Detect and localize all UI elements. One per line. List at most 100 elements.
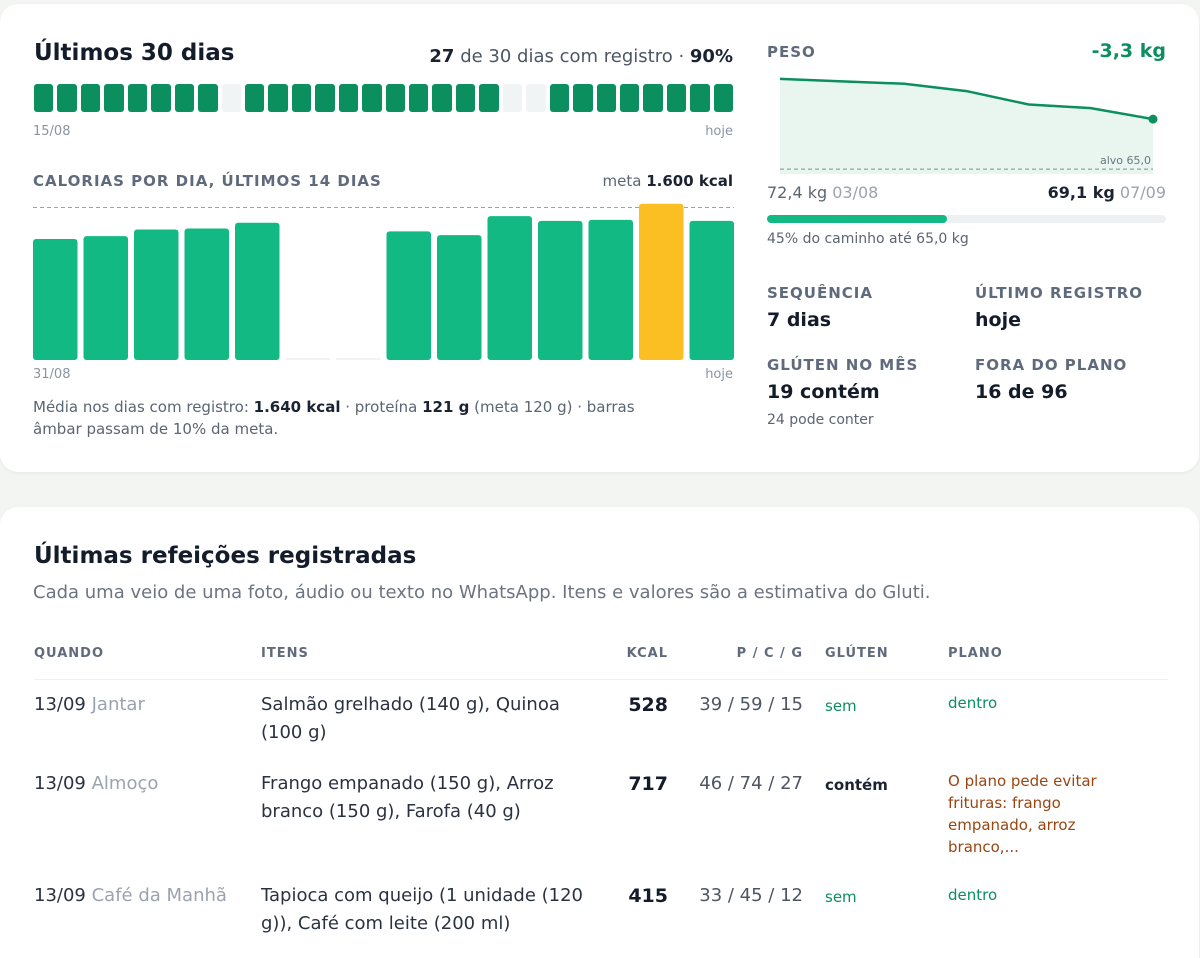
- meal-plan: O plano pede evitar frituras: frango emp…: [948, 772, 1097, 856]
- weight-line-chart: alvo 65,0: [780, 77, 1158, 174]
- calorie-bar: [386, 231, 431, 360]
- streak-day-logged: [362, 84, 382, 112]
- summary-kcal: 1.640 kcal: [253, 398, 341, 416]
- streak-day-logged: [690, 84, 710, 112]
- meals-title: Últimas refeições registradas: [34, 543, 417, 569]
- streak-day-logged: [713, 84, 734, 112]
- streak-calendar: [34, 84, 734, 112]
- calorie-bar: [184, 228, 229, 360]
- col-pcg: P / C / G: [736, 646, 803, 661]
- streak-day-missed: [221, 84, 241, 112]
- streak-day-logged: [291, 84, 312, 112]
- streak-day-logged: [619, 84, 640, 112]
- calorie-bar: [83, 236, 128, 360]
- off-plan-value: 16 de 96: [975, 381, 1068, 403]
- meal-date: 13/09: [34, 694, 86, 715]
- meal-kcal: 717: [628, 773, 668, 795]
- summary-protein: 121 g: [422, 398, 470, 416]
- goal-value: 1.600 kcal: [646, 172, 733, 190]
- weight-progress-text: 45% do caminho até 65,0 kg: [767, 231, 969, 247]
- weight-end-value: 69,1 kg: [1047, 183, 1115, 202]
- weight-title: PESO: [767, 43, 816, 61]
- streak-day-logged: [643, 84, 663, 112]
- meal-items: Tapioca com queijo (1 unidade (120 g)), …: [261, 885, 584, 934]
- streak-day-logged: [455, 84, 476, 112]
- meal-type: Almoço: [91, 773, 159, 794]
- streak-day-logged: [385, 84, 405, 112]
- streak-day-logged: [57, 84, 77, 112]
- off-plan-label: FORA DO PLANO: [975, 356, 1128, 374]
- col-items: ITENS: [261, 646, 309, 661]
- streak-day-logged: [338, 84, 359, 112]
- meal-when: 13/09 Jantar: [34, 691, 145, 719]
- calories-bar-chart: [33, 203, 734, 360]
- calorie-bar: [689, 220, 734, 360]
- calorie-bar-empty: [336, 358, 381, 360]
- streak-day-logged: [127, 84, 148, 112]
- last-record-value: hoje: [975, 309, 1021, 331]
- logged-suffix: de 30 dias com registro ·: [460, 46, 685, 67]
- meal-type: Jantar: [91, 694, 145, 715]
- meal-type: Café da Manhã: [91, 885, 227, 906]
- streak-end-label: hoje: [705, 124, 733, 139]
- last-record-label: ÚLTIMO REGISTRO: [975, 284, 1143, 302]
- col-gluten: GLÚTEN: [825, 646, 889, 661]
- meal-plan: dentro: [948, 886, 998, 904]
- streak-start-label: 15/08: [33, 124, 71, 139]
- streak-stat-label: SEQUÊNCIA: [767, 284, 873, 302]
- summary-suffix: (meta 120 g) · barras: [474, 398, 635, 416]
- col-when: QUANDO: [34, 646, 104, 661]
- meal-macros: 39 / 59 / 15: [699, 694, 803, 715]
- streak-day-logged: [268, 84, 288, 112]
- calories-title: CALORIAS POR DIA, ÚLTIMOS 14 DIAS: [33, 172, 382, 190]
- gluten-month-label: GLÚTEN NO MÊS: [767, 356, 919, 374]
- weight-area: [780, 78, 1153, 174]
- weight-delta: -3,3 kg: [1091, 40, 1166, 62]
- meals-card: [0, 507, 1199, 958]
- calorie-bar-empty: [285, 358, 330, 360]
- weight-line: [780, 77, 1154, 121]
- calories-end-label: hoje: [705, 367, 733, 382]
- streak-day-logged: [315, 84, 335, 112]
- streak-day-logged: [479, 84, 499, 112]
- weight-start-date: 03/08: [832, 183, 879, 202]
- streak-day-missed: [502, 84, 523, 112]
- weight-progress-bar: [767, 215, 1166, 223]
- streak-day-logged: [596, 84, 616, 112]
- streak-day-logged: [432, 84, 452, 112]
- weight-progress-fill: [767, 215, 947, 223]
- calorie-bar: [487, 216, 532, 360]
- calorie-bar: [538, 220, 583, 360]
- meal-gluten: contém: [825, 776, 888, 794]
- streak-stat-value: 7 dias: [767, 309, 832, 331]
- streak-day-logged: [104, 84, 124, 112]
- calorie-bar: [33, 238, 78, 360]
- streak-day-logged: [666, 84, 687, 112]
- gluten-month-value: 19 contém: [767, 381, 880, 403]
- calories-goal: meta 1.600 kcal: [602, 172, 733, 190]
- meal-date: 13/09: [34, 885, 86, 906]
- summary-prefix: Média nos dias com registro:: [33, 398, 249, 416]
- meal-plan: dentro: [948, 694, 998, 712]
- meal-macros: 33 / 45 / 12: [699, 885, 803, 906]
- meals-subtitle: Cada uma veio de uma foto, áudio ou text…: [33, 582, 931, 603]
- streak-day-logged: [198, 84, 218, 112]
- weight-end-date: 07/09: [1119, 183, 1166, 202]
- streak-day-logged: [549, 84, 570, 112]
- streak-day-logged: [34, 84, 54, 112]
- streak-day-logged: [244, 84, 265, 112]
- header-divider: [34, 679, 1168, 680]
- meal-items: Frango empanado (150 g), Arroz branco (1…: [261, 773, 554, 822]
- streak-day-logged: [151, 84, 171, 112]
- meal-gluten: sem: [825, 697, 857, 715]
- streak-day-logged: [174, 84, 195, 112]
- meal-when: 13/09 Café da Manhã: [34, 882, 227, 910]
- streak-day-logged: [80, 84, 101, 112]
- weight-start-value: 72,4 kg: [767, 183, 828, 202]
- calorie-bar: [134, 229, 179, 360]
- calories-summary-line2: âmbar passam de 10% da meta.: [33, 420, 279, 438]
- logged-days-summary: 27 de 30 dias com registro · 90%: [429, 46, 733, 67]
- calories-summary: Média nos dias com registro: 1.640 kcal …: [33, 398, 635, 416]
- calorie-bar: [588, 219, 633, 360]
- col-plan: PLANO: [948, 646, 1003, 661]
